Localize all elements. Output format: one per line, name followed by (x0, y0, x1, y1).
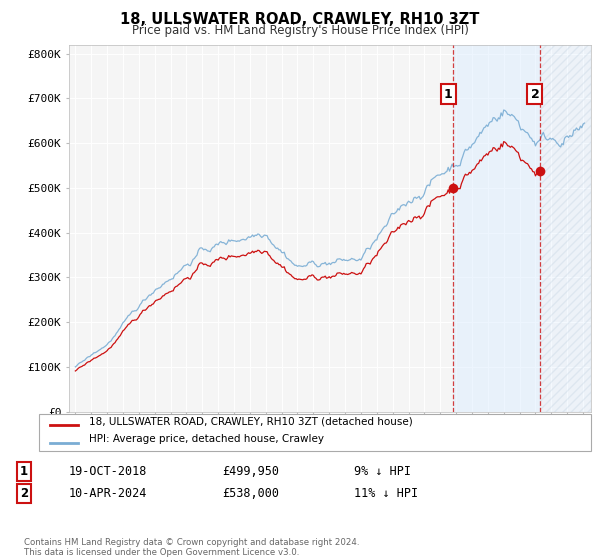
Text: Price paid vs. HM Land Registry's House Price Index (HPI): Price paid vs. HM Land Registry's House … (131, 24, 469, 36)
Text: 18, ULLSWATER ROAD, CRAWLEY, RH10 3ZT (detached house): 18, ULLSWATER ROAD, CRAWLEY, RH10 3ZT (d… (89, 416, 412, 426)
Text: 18, ULLSWATER ROAD, CRAWLEY, RH10 3ZT: 18, ULLSWATER ROAD, CRAWLEY, RH10 3ZT (121, 12, 479, 27)
Text: HPI: Average price, detached house, Crawley: HPI: Average price, detached house, Craw… (89, 434, 323, 444)
FancyBboxPatch shape (39, 414, 591, 451)
Text: Contains HM Land Registry data © Crown copyright and database right 2024.
This d: Contains HM Land Registry data © Crown c… (24, 538, 359, 557)
Text: 2: 2 (20, 487, 28, 501)
Text: 19-OCT-2018: 19-OCT-2018 (69, 465, 148, 478)
Bar (540, 45, 591, 412)
Text: 10-APR-2024: 10-APR-2024 (69, 487, 148, 501)
Bar (453, 45, 540, 412)
Text: 11% ↓ HPI: 11% ↓ HPI (354, 487, 418, 501)
Text: 1: 1 (443, 87, 452, 100)
Text: £538,000: £538,000 (222, 487, 279, 501)
Text: £499,950: £499,950 (222, 465, 279, 478)
Text: 1: 1 (20, 465, 28, 478)
Text: 2: 2 (530, 87, 539, 100)
Text: 9% ↓ HPI: 9% ↓ HPI (354, 465, 411, 478)
